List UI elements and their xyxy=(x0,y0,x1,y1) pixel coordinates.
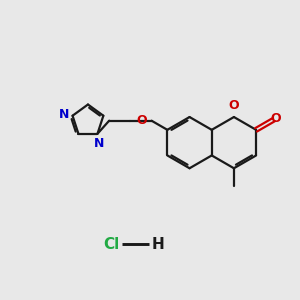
Text: H: H xyxy=(152,237,164,252)
Text: N: N xyxy=(58,108,69,121)
Text: N: N xyxy=(94,137,104,150)
Text: O: O xyxy=(271,112,281,125)
Text: O: O xyxy=(229,99,239,112)
Text: O: O xyxy=(136,114,146,127)
Text: Cl: Cl xyxy=(103,237,119,252)
